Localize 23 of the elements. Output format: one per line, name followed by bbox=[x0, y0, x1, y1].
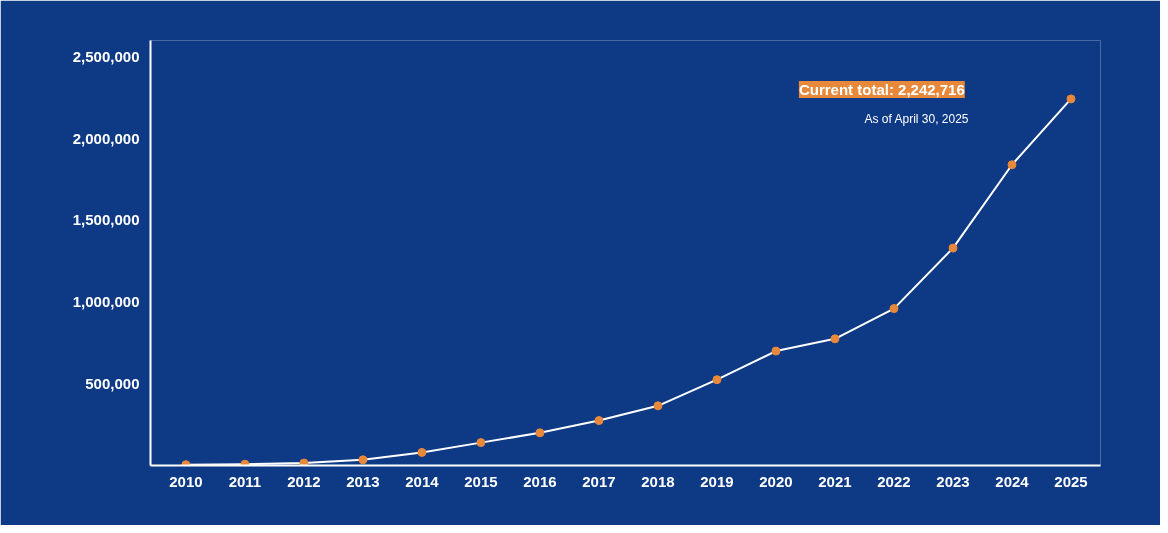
x-tick-label: 2012 bbox=[287, 472, 321, 490]
x-tick-label: 2020 bbox=[759, 472, 793, 490]
x-tick-label: 2024 bbox=[995, 472, 1030, 490]
y-tick-label: 2,500,000 bbox=[72, 47, 140, 65]
x-tick-label: 2013 bbox=[346, 472, 380, 490]
x-tick-label: 2015 bbox=[464, 472, 498, 490]
x-tick-label: 2025 bbox=[1054, 472, 1088, 490]
x-tick-label: 2017 bbox=[582, 472, 616, 490]
x-tick-label: 2014 bbox=[405, 472, 440, 490]
x-tick-label: 2022 bbox=[877, 472, 911, 490]
x-tick-label: 2018 bbox=[641, 472, 675, 490]
annotation: Current total: 2,242,716 bbox=[798, 80, 965, 98]
y-tick-label: 1,500,000 bbox=[72, 211, 140, 229]
annotation: As of April 30, 2025 bbox=[864, 111, 969, 126]
y-tick-label: 2,000,000 bbox=[72, 129, 140, 147]
x-tick-label: 2019 bbox=[700, 472, 734, 490]
y-tick-label: 1,000,000 bbox=[72, 293, 140, 311]
x-tick-label: 2021 bbox=[818, 472, 852, 490]
x-tick-label: 2023 bbox=[936, 472, 970, 490]
x-tick-label: 2010 bbox=[169, 472, 203, 490]
x-tick-label: 2016 bbox=[523, 472, 557, 490]
x-tick-label: 2011 bbox=[228, 472, 262, 490]
y-tick-label: 500,000 bbox=[85, 374, 140, 392]
